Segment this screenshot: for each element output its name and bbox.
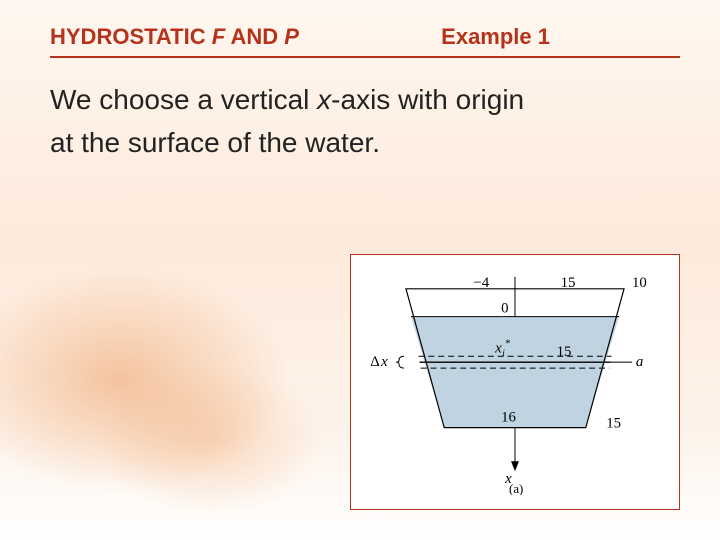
trapezoid-diagram: −4 0 x i * Δ x 16 15 10 15 a 15 [365, 269, 665, 495]
label-xi-sup: * [505, 337, 510, 349]
slide-title-left: HYDROSTATIC F AND P [50, 24, 299, 50]
label-10: 10 [632, 275, 647, 291]
label-xi-sub: i [502, 348, 505, 359]
figure-inner: −4 0 x i * Δ x 16 15 10 15 a 15 [365, 269, 665, 495]
label-a: a [636, 354, 643, 370]
label-neg4: −4 [473, 275, 489, 291]
label-delta: Δ [370, 354, 380, 370]
title-bar: HYDROSTATIC F AND P Example 1 [50, 24, 680, 58]
title-mid: AND [225, 24, 284, 49]
label-15-top: 15 [561, 275, 576, 291]
label-15-mid: 15 [557, 344, 572, 360]
slide-title-right: Example 1 [441, 24, 550, 50]
body-line-1: We choose a vertical x-axis with origin [50, 78, 680, 121]
title-f: F [212, 24, 225, 49]
figure-container: −4 0 x i * Δ x 16 15 10 15 a 15 [350, 254, 680, 510]
title-prefix: HYDROSTATIC [50, 24, 212, 49]
label-16: 16 [501, 410, 516, 426]
label-xi: x [494, 340, 502, 356]
figure-caption: (a) [509, 482, 523, 495]
body-line-2: at the surface of the water. [50, 121, 680, 164]
label-delta-x: x [380, 354, 388, 370]
body-text: We choose a vertical x-axis with origin … [50, 78, 680, 165]
label-zero: 0 [501, 301, 508, 317]
label-15-bot: 15 [606, 416, 621, 432]
title-p: P [284, 24, 299, 49]
